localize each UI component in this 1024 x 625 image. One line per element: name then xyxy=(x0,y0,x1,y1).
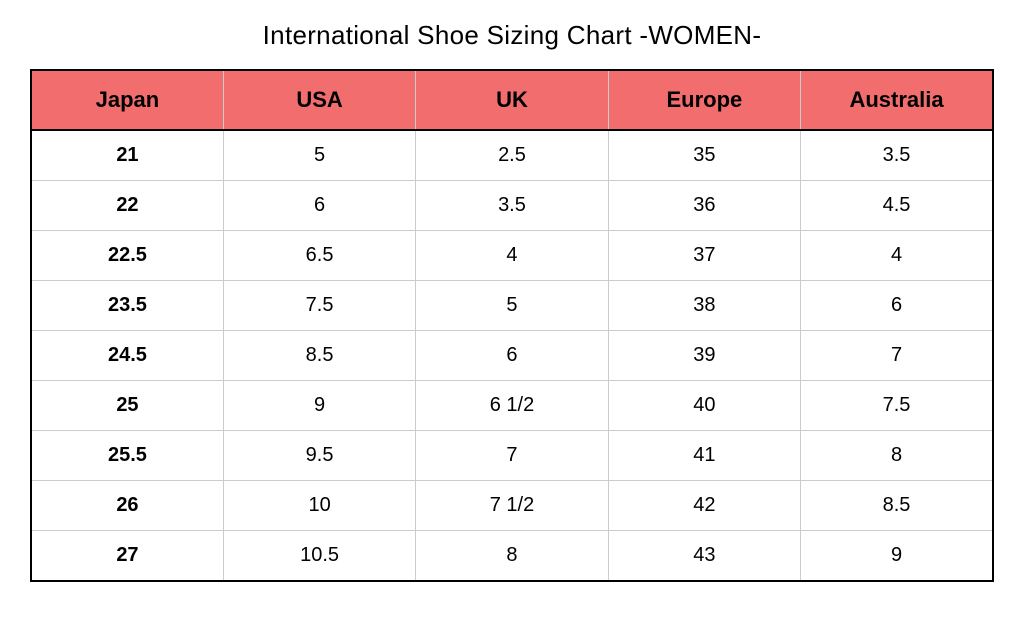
cell-australia: 7 xyxy=(801,331,993,381)
cell-uk: 7 xyxy=(416,431,608,481)
column-header-japan: Japan xyxy=(31,70,223,130)
cell-europe: 37 xyxy=(608,231,800,281)
cell-uk: 5 xyxy=(416,281,608,331)
table-header-row: Japan USA UK Europe Australia xyxy=(31,70,993,130)
table-row: 21 5 2.5 35 3.5 xyxy=(31,130,993,181)
cell-japan: 25 xyxy=(31,381,223,431)
cell-usa: 7.5 xyxy=(223,281,415,331)
cell-uk: 6 xyxy=(416,331,608,381)
cell-usa: 5 xyxy=(223,130,415,181)
cell-usa: 9.5 xyxy=(223,431,415,481)
cell-usa: 10 xyxy=(223,481,415,531)
chart-title: International Shoe Sizing Chart -WOMEN- xyxy=(30,20,994,51)
column-header-europe: Europe xyxy=(608,70,800,130)
cell-uk: 4 xyxy=(416,231,608,281)
table-row: 23.5 7.5 5 38 6 xyxy=(31,281,993,331)
column-header-usa: USA xyxy=(223,70,415,130)
cell-uk: 7 1/2 xyxy=(416,481,608,531)
column-header-australia: Australia xyxy=(801,70,993,130)
column-header-uk: UK xyxy=(416,70,608,130)
cell-uk: 3.5 xyxy=(416,181,608,231)
table-row: 26 10 7 1/2 42 8.5 xyxy=(31,481,993,531)
cell-japan: 24.5 xyxy=(31,331,223,381)
cell-australia: 8.5 xyxy=(801,481,993,531)
cell-uk: 2.5 xyxy=(416,130,608,181)
cell-japan: 23.5 xyxy=(31,281,223,331)
table-row: 22 6 3.5 36 4.5 xyxy=(31,181,993,231)
cell-japan: 26 xyxy=(31,481,223,531)
cell-australia: 7.5 xyxy=(801,381,993,431)
cell-japan: 22.5 xyxy=(31,231,223,281)
table-row: 25 9 6 1/2 40 7.5 xyxy=(31,381,993,431)
cell-uk: 8 xyxy=(416,531,608,582)
cell-japan: 21 xyxy=(31,130,223,181)
cell-usa: 10.5 xyxy=(223,531,415,582)
table-row: 27 10.5 8 43 9 xyxy=(31,531,993,582)
cell-uk: 6 1/2 xyxy=(416,381,608,431)
cell-europe: 43 xyxy=(608,531,800,582)
cell-japan: 27 xyxy=(31,531,223,582)
cell-europe: 42 xyxy=(608,481,800,531)
cell-japan: 22 xyxy=(31,181,223,231)
cell-europe: 35 xyxy=(608,130,800,181)
cell-europe: 38 xyxy=(608,281,800,331)
cell-australia: 9 xyxy=(801,531,993,582)
sizing-table: Japan USA UK Europe Australia 21 5 2.5 3… xyxy=(30,69,994,582)
cell-usa: 9 xyxy=(223,381,415,431)
cell-australia: 8 xyxy=(801,431,993,481)
cell-usa: 6.5 xyxy=(223,231,415,281)
cell-europe: 41 xyxy=(608,431,800,481)
cell-australia: 4 xyxy=(801,231,993,281)
cell-usa: 6 xyxy=(223,181,415,231)
table-row: 22.5 6.5 4 37 4 xyxy=(31,231,993,281)
table-row: 24.5 8.5 6 39 7 xyxy=(31,331,993,381)
table-row: 25.5 9.5 7 41 8 xyxy=(31,431,993,481)
cell-japan: 25.5 xyxy=(31,431,223,481)
cell-europe: 39 xyxy=(608,331,800,381)
table-body: 21 5 2.5 35 3.5 22 6 3.5 36 4.5 22.5 6.5… xyxy=(31,130,993,581)
cell-usa: 8.5 xyxy=(223,331,415,381)
cell-europe: 40 xyxy=(608,381,800,431)
cell-australia: 4.5 xyxy=(801,181,993,231)
cell-europe: 36 xyxy=(608,181,800,231)
cell-australia: 3.5 xyxy=(801,130,993,181)
cell-australia: 6 xyxy=(801,281,993,331)
